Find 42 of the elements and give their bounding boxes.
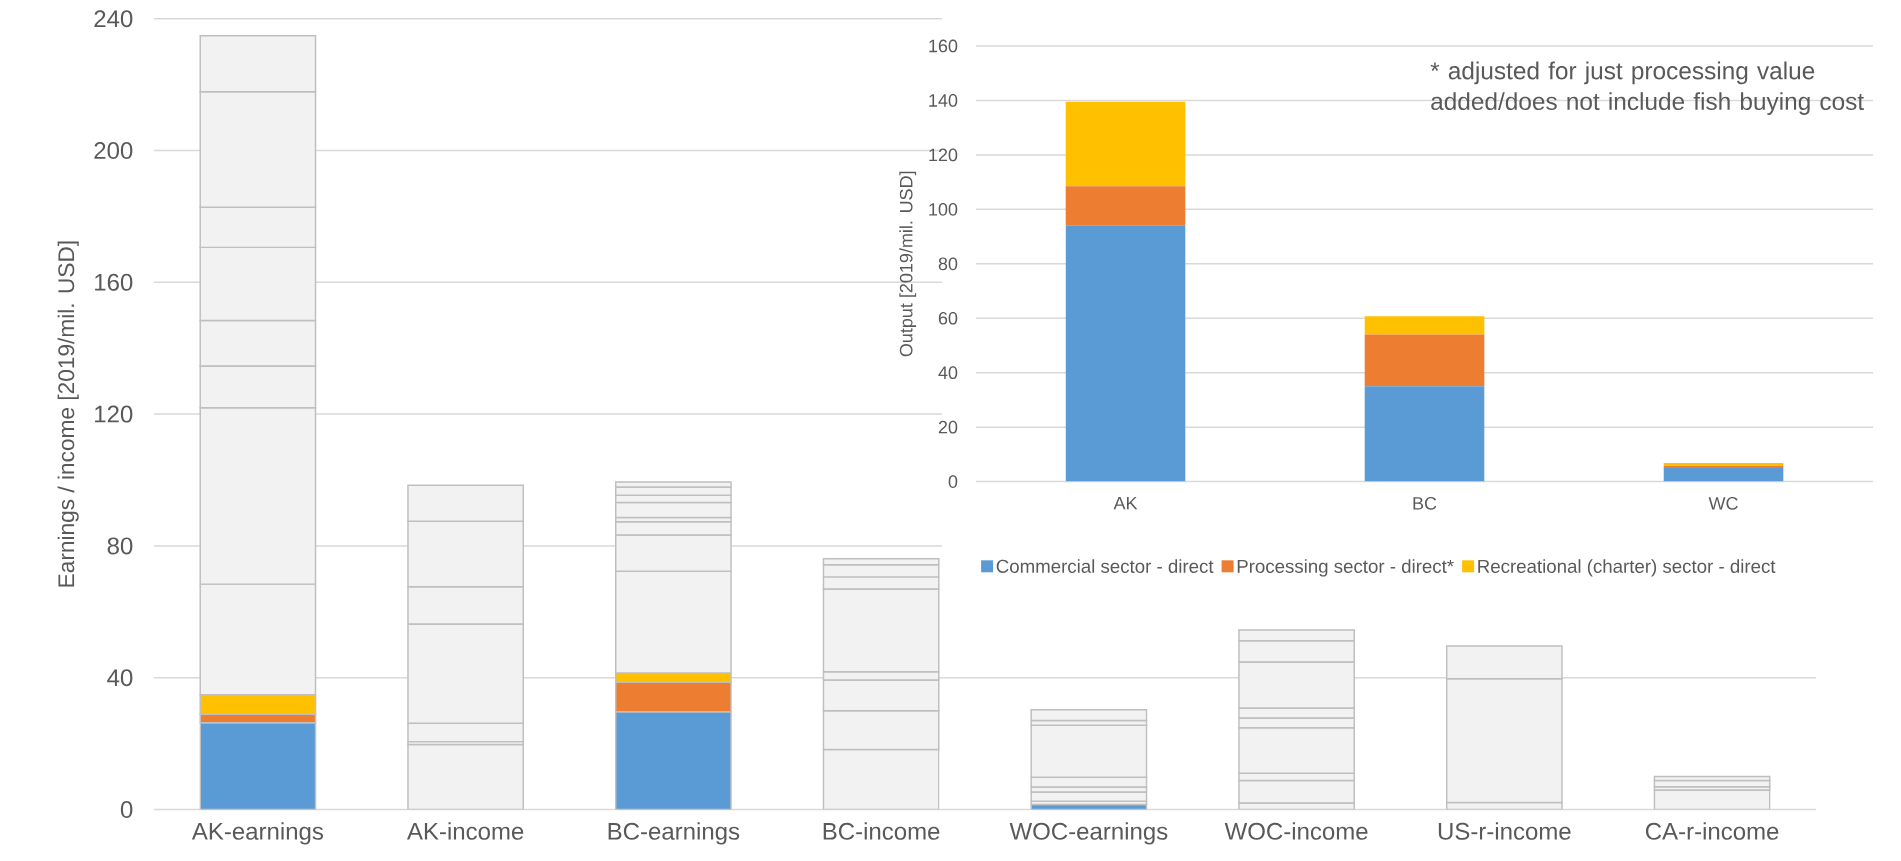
bar — [1065, 101, 1186, 187]
y-tick-label: 80 — [938, 257, 958, 271]
x-tick-label: WOC-income — [1224, 822, 1368, 840]
bar — [1663, 467, 1784, 482]
annotation: * adjusted for just processing value added/does not include fish buying cost — [1430, 61, 1864, 115]
y-tick-label: 160 — [929, 39, 958, 53]
bar — [1065, 186, 1186, 226]
y-tick-label: 100 — [929, 202, 958, 216]
bar — [1030, 708, 1148, 722]
y-tick-label: 240 — [94, 10, 133, 28]
x-tick-label: CA-r-income — [1645, 822, 1779, 840]
x-tick-label: AK-income — [406, 822, 524, 840]
x-tick-label: US-r-income — [1438, 822, 1571, 840]
x-tick-label: BC-earnings — [608, 822, 740, 845]
x-tick-label: BC — [1413, 496, 1437, 510]
x-tick-label: WC — [1708, 496, 1738, 510]
legend-label: Commercial sector - direct — [996, 559, 1214, 573]
y-tick-label: 160 — [95, 273, 133, 291]
bar — [1364, 334, 1485, 387]
x-tick-label: BC-income — [823, 822, 940, 840]
y-tick-label: 40 — [938, 366, 958, 380]
x-tick-label: WOC-earnings — [1009, 822, 1168, 845]
y-tick-label: 80 — [107, 537, 133, 555]
bar — [1653, 779, 1771, 788]
y-tick-label: 140 — [929, 94, 958, 107]
y-tick-label: 120 — [95, 405, 133, 423]
y-axis-title: Earnings / income [2019/mil. USD] — [57, 241, 79, 587]
y-tick-label: 60 — [938, 311, 958, 325]
bar — [1065, 225, 1186, 482]
legend-label: Recreational (charter) sector - direct — [1478, 559, 1776, 577]
y-tick-label: 120 — [929, 148, 958, 162]
x-tick-label: AK-earnings — [191, 822, 324, 845]
y-tick-label: 0 — [120, 801, 133, 818]
bar — [1364, 386, 1485, 482]
y-axis-title: Output [2019/mil. USD] — [899, 171, 917, 357]
x-tick-label: AK — [1113, 496, 1138, 510]
y-tick-label: 0 — [948, 475, 958, 488]
y-tick-label: 40 — [107, 669, 133, 687]
bar — [1364, 316, 1485, 335]
legend-label: Processing sector - direct* — [1237, 559, 1454, 577]
y-tick-label: 200 — [94, 142, 133, 159]
y-tick-label: 20 — [938, 420, 958, 434]
